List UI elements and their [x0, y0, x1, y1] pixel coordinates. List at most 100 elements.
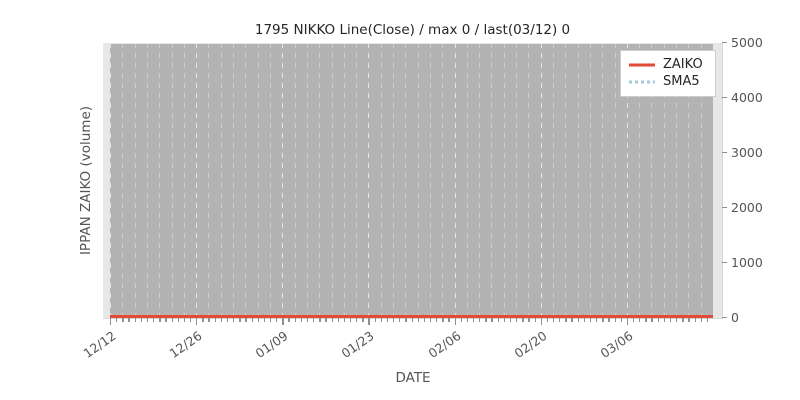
legend-entry-sma5: SMA5 [629, 73, 707, 90]
x-axis-tick-mark [368, 318, 370, 325]
x-axis-minor-tick-mark [571, 318, 573, 322]
x-axis-minor-tick-mark [651, 318, 653, 322]
x-axis-minor-tick-mark [356, 318, 358, 322]
y-axis-tick-mark [722, 207, 727, 209]
x-axis-minor-tick-mark [466, 318, 469, 322]
y-axis-tick-mark [722, 42, 727, 44]
x-axis-minor-tick-mark [645, 318, 647, 322]
x-axis-tick-label: 02/06 [425, 328, 464, 361]
x-axis-minor-tick-mark [128, 318, 130, 322]
x-axis-minor-tick-mark [633, 318, 635, 322]
x-axis-minor-tick-mark [417, 318, 419, 322]
x-axis-minor-tick-mark [245, 318, 247, 322]
x-axis-minor-tick-mark [374, 318, 376, 322]
x-axis-minor-tick-mark [657, 318, 659, 322]
x-axis-minor-tick-mark [202, 318, 204, 322]
axis-spine-right [722, 43, 723, 319]
plot-edge-band-left [103, 43, 110, 318]
x-axis-minor-tick-mark [399, 318, 401, 322]
x-axis-minor-tick-mark [583, 318, 586, 322]
y-axis-tick-label: 0 [731, 310, 739, 325]
x-axis-minor-tick-mark [288, 318, 290, 322]
x-axis-minor-tick-mark [411, 318, 413, 322]
chart-title: 1795 NIKKO Line(Close) / max 0 / last(03… [254, 22, 571, 38]
x-axis-minor-tick-mark [442, 318, 444, 322]
x-axis-minor-tick-mark [140, 318, 143, 322]
x-axis-minor-tick-mark [614, 318, 616, 322]
x-axis-minor-tick-mark [602, 318, 604, 322]
x-axis-minor-tick-mark [460, 318, 463, 322]
x-axis-minor-tick-mark [177, 318, 179, 322]
x-axis-minor-tick-mark [639, 318, 641, 322]
x-axis-tick-mark [540, 318, 542, 325]
x-axis-minor-tick-mark [565, 318, 567, 322]
x-axis-minor-tick-mark [343, 318, 346, 322]
x-axis-minor-tick-mark [294, 318, 296, 322]
x-axis-minor-tick-mark [688, 318, 690, 322]
data-series-layer [103, 43, 722, 318]
axis-spine-left [103, 43, 104, 319]
x-axis-minor-tick-mark [331, 318, 333, 322]
x-axis-minor-tick-mark [226, 318, 229, 322]
y-axis-tick-mark [722, 262, 727, 264]
x-axis-minor-tick-mark [553, 318, 555, 322]
x-axis-minor-tick-mark [306, 318, 309, 322]
x-axis-minor-tick-mark [577, 318, 579, 322]
x-axis-tick-label: 01/09 [252, 328, 291, 361]
x-axis-minor-tick-mark [676, 318, 678, 322]
x-axis-minor-tick-mark [233, 318, 235, 322]
x-axis-minor-tick-mark [620, 318, 622, 322]
x-axis-minor-tick-mark [319, 318, 321, 322]
axis-spine-top [103, 43, 723, 44]
x-axis-minor-tick-mark [436, 318, 438, 322]
legend-line-swatch-zaiko [629, 59, 655, 71]
plot-edge-band-right [713, 43, 722, 318]
x-axis-minor-tick-mark [479, 318, 481, 322]
legend-label-zaiko: ZAIKO [663, 57, 703, 72]
x-axis-tick-mark [282, 318, 284, 325]
x-axis-tick-label: 12/12 [80, 328, 119, 361]
legend-label-sma5: SMA5 [663, 74, 700, 89]
y-axis-label: IPPAN ZAIKO (volume) [78, 105, 94, 256]
x-axis-minor-tick-mark [448, 318, 450, 322]
x-axis-minor-tick-mark [146, 318, 149, 322]
chart-legend: ZAIKO SMA5 [620, 50, 716, 97]
y-axis-tick-mark [722, 317, 727, 319]
x-axis-minor-tick-mark [700, 318, 702, 322]
x-axis-tick-mark [110, 318, 112, 325]
x-axis-minor-tick-mark [257, 318, 259, 322]
x-axis-minor-tick-mark [534, 318, 536, 322]
x-axis-minor-tick-mark [116, 318, 118, 322]
axis-spine-bottom [103, 318, 723, 319]
x-axis-minor-tick-mark [608, 318, 610, 322]
x-axis-minor-tick-mark [682, 318, 684, 322]
y-axis-tick-label: 2000 [731, 200, 763, 215]
x-axis-label: DATE [395, 370, 431, 386]
x-axis-minor-tick-mark [362, 318, 364, 322]
x-axis-minor-tick-mark [423, 318, 426, 322]
x-axis-minor-tick-mark [183, 318, 186, 322]
x-axis-minor-tick-mark [491, 318, 493, 322]
y-axis-tick-mark [722, 152, 727, 154]
x-axis-minor-tick-mark [522, 318, 524, 322]
x-axis-minor-tick-mark [159, 318, 161, 322]
x-axis-minor-tick-mark [380, 318, 383, 322]
x-axis-minor-tick-mark [546, 318, 549, 322]
x-axis-minor-tick-mark [393, 318, 395, 322]
x-axis-minor-tick-mark [473, 318, 475, 322]
x-axis-minor-tick-mark [214, 318, 216, 322]
x-axis-minor-tick-mark [485, 318, 487, 322]
y-axis-tick-label: 3000 [731, 145, 763, 160]
x-axis-minor-tick-mark [589, 318, 592, 322]
y-axis-tick-label: 5000 [731, 35, 763, 50]
x-axis-tick-label: 03/06 [597, 328, 636, 361]
x-axis-minor-tick-mark [153, 318, 155, 322]
y-axis-tick-label: 1000 [731, 255, 763, 270]
x-axis-tick-label: 01/23 [338, 328, 378, 361]
x-axis-minor-tick-mark [300, 318, 303, 322]
legend-entry-zaiko: ZAIKO [629, 56, 707, 73]
x-axis-minor-tick-mark [516, 318, 518, 322]
x-axis-minor-tick-mark [405, 318, 407, 322]
y-axis-tick-label: 4000 [731, 90, 763, 105]
x-axis-minor-tick-mark [694, 318, 696, 322]
